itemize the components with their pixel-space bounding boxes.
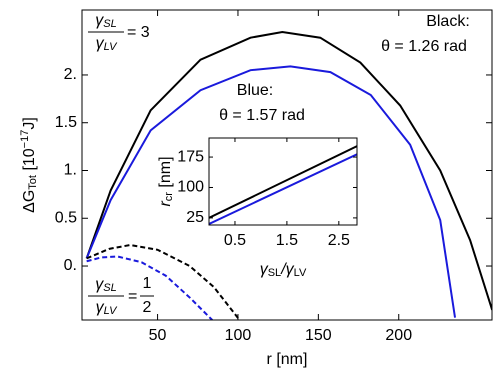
x-tick-label: 0.5	[224, 232, 246, 249]
fraction-denominator-part: LV	[104, 305, 119, 317]
y-axis-label-part: J]	[21, 117, 38, 129]
curve	[86, 255, 213, 320]
y-axis-label-part: ΔG	[21, 190, 38, 213]
plot-area	[209, 145, 357, 225]
x-tick-label: 2.5	[328, 232, 350, 249]
y-axis-label: ΔGTot [10−17J]	[19, 117, 39, 213]
x-tick-label: 100	[225, 327, 252, 344]
y-axis-label-part: −17	[19, 130, 31, 149]
y-axis-label-part: [nm]	[157, 156, 174, 192]
annotation: 2	[143, 299, 152, 316]
x-axis-label: γSL/γLV	[260, 261, 307, 279]
curve	[86, 243, 241, 320]
x-axis-label-part: LV	[294, 267, 307, 279]
x-axis-label-part: γ	[260, 261, 269, 278]
curve	[209, 153, 357, 225]
fraction-denominator-part: LV	[104, 41, 119, 53]
x-tick-label: 200	[385, 327, 412, 344]
x-tick-label: 150	[305, 327, 332, 344]
annotation: =	[128, 288, 137, 305]
x-axis-label-part: r [nm]	[267, 351, 308, 368]
frame	[208, 137, 358, 226]
x-axis-label-part: SL	[268, 267, 281, 279]
annotation: 1	[143, 275, 152, 292]
frame	[81, 9, 493, 321]
y-tick-label: 100	[177, 179, 204, 196]
plot-area	[85, 30, 492, 320]
fraction-numerator: γSL	[95, 276, 116, 294]
x-axis-label: r [nm]	[267, 351, 308, 368]
y-axis-label: rcr [nm]	[157, 156, 175, 206]
y-axis-label-part: r	[157, 201, 174, 207]
annotation: Black:	[426, 13, 470, 30]
fraction-denominator: γLV	[96, 35, 119, 53]
annotation: = 3	[127, 24, 150, 41]
y-axis-label-part: [10	[21, 148, 38, 175]
y-tick-label: 175	[177, 148, 204, 165]
y-tick-label: 1.5	[55, 114, 77, 131]
x-tick-label: 1.5	[276, 232, 298, 249]
x-axis-label-part: /γ	[280, 261, 294, 278]
y-axis-label-part: Tot	[27, 175, 39, 190]
fraction-denominator-part: γ	[96, 35, 105, 52]
annotation: θ = 1.57 rad	[219, 107, 305, 124]
fraction-numerator-part: SL	[103, 18, 116, 30]
fraction-denominator: γLV	[96, 299, 119, 317]
y-tick-label: 2.	[64, 66, 77, 83]
y-tick-label: 0.	[64, 257, 77, 274]
y-tick-label: 1.	[64, 162, 77, 179]
y-tick-label: 0.5	[55, 209, 77, 226]
fraction-numerator: γSL	[95, 12, 116, 30]
y-axis-label-part: cr	[163, 192, 175, 202]
fraction-numerator-part: γ	[95, 12, 104, 29]
fraction-numerator-part: γ	[95, 276, 104, 293]
annotation: θ = 1.26 rad	[381, 38, 467, 55]
x-tick-label: 50	[149, 327, 167, 344]
annotation: Blue:	[237, 82, 273, 99]
fraction-denominator-part: γ	[96, 299, 105, 316]
curve	[85, 30, 492, 311]
curve	[85, 65, 457, 318]
curve	[209, 145, 357, 219]
fraction-numerator-part: SL	[103, 282, 116, 294]
y-tick-label: 25	[186, 209, 204, 226]
